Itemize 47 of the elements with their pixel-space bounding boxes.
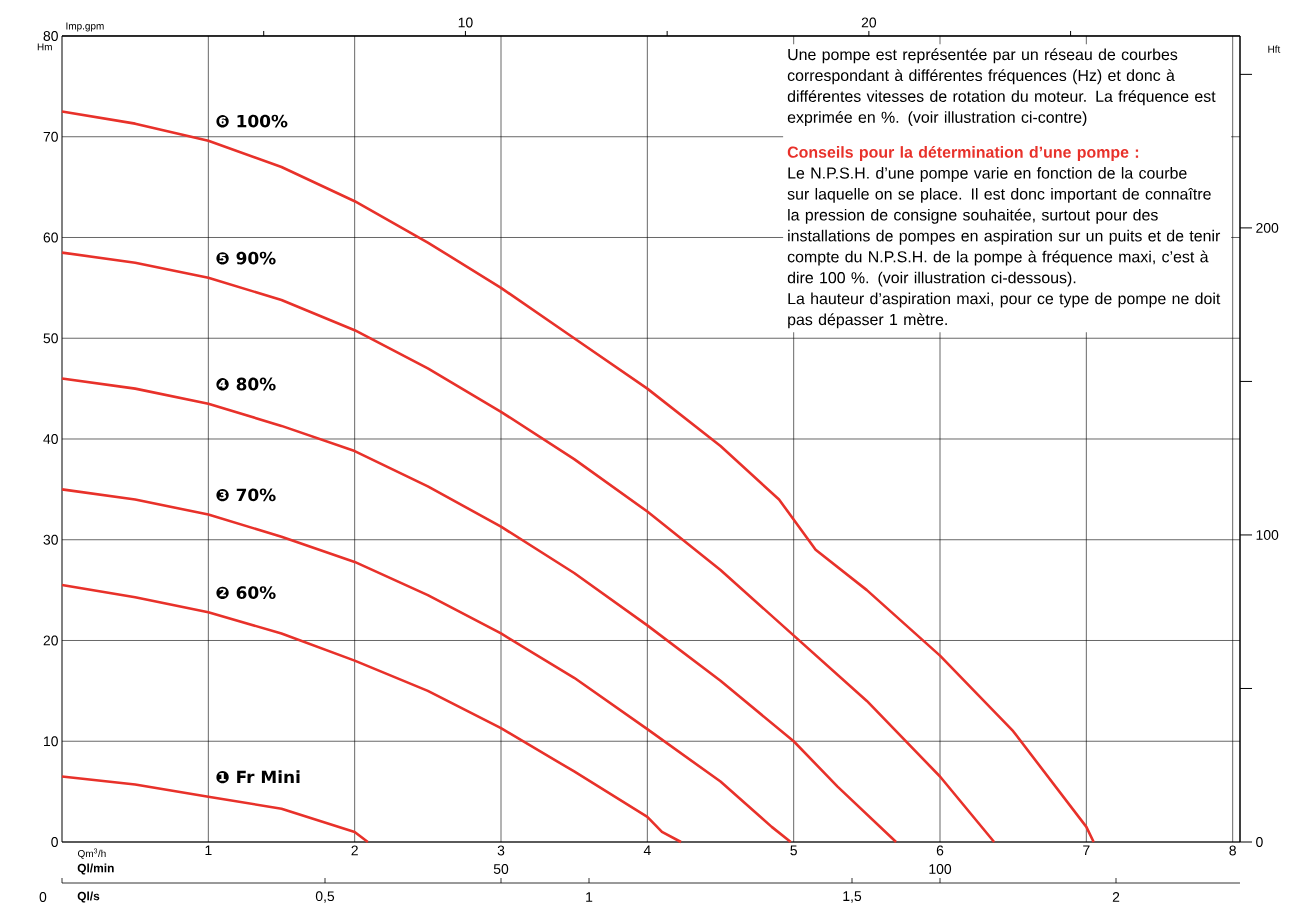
x2-tick-label: 10: [458, 17, 473, 28]
annotation: Conseils pour la détermination d’une pompe :: [787, 145, 1139, 161]
x-tick-label: 5: [790, 845, 797, 856]
annotation: Une pompe est représentée par un réseau de courbes correspondant à différentes fréquences (Hz) et donc à différentes vitesses de rotation du moteur. La fréquence est exprimée en %. (voir illustration ci-contre): [787, 48, 1216, 127]
y-tick-label: 30: [43, 534, 58, 545]
series-label: ❷ 60%: [216, 586, 276, 599]
text: 1: [586, 892, 593, 902]
series-label: ❹ 80%: [216, 377, 276, 391]
y-tick-label: 10: [44, 736, 58, 747]
y2-axis-title: Hft: [1268, 45, 1281, 53]
y-tick-label: 40: [43, 434, 58, 444]
y2-tick-label: 200: [1256, 222, 1279, 233]
line-series: [60, 377, 898, 844]
series-label: ❶ Fr Mini: [216, 770, 300, 784]
x-tick-label: 6: [936, 845, 944, 856]
x-tick-label: 7: [1083, 845, 1090, 856]
text: Ql/min: [77, 863, 114, 875]
y-tick-label: 20: [43, 635, 58, 646]
line-series: [60, 488, 793, 844]
y2-tick-label: 100: [1256, 530, 1279, 540]
text: 1,5: [843, 891, 862, 903]
text: Ql/s: [77, 891, 100, 903]
x-tick-label: 2: [351, 845, 358, 856]
x-tick-label: 4: [643, 845, 651, 856]
line-series: [60, 583, 683, 844]
y-tick-label: 0: [51, 837, 58, 847]
x-axis-title: Qm$^{3}$/h: [77, 848, 106, 859]
x-tick-label: 3: [497, 845, 505, 856]
annotation: La hauteur d’aspiration maxi, pour ce type de pompe ne doit pas dépasser 1 mètre.: [788, 292, 1221, 329]
text: 100: [929, 864, 952, 874]
y-tick-label: 50: [43, 333, 58, 344]
y-tick-label: 70: [43, 131, 58, 142]
text: 0,5: [315, 891, 335, 903]
y-tick-label: 60: [43, 232, 58, 243]
x2-axis-title: Imp.gpm: [66, 22, 104, 32]
x2-tick-label: 20: [861, 17, 877, 28]
series-label: ❸ 70%: [216, 488, 276, 502]
y-axis-title: Hm: [37, 43, 52, 51]
annotation: Le N.P.S.H. d’une pompe varie en fonction de la courbe sur laquelle on se place. Il est donc important de connaître la pression de consigne souhaitée, surtout pour des installations de pompes en aspiration sur un puits et de tenir compte du N.P.S.H. de la pompe à fréquence maxi, c’est à dire 100 %. (voir illustration ci-dessous).: [787, 167, 1221, 287]
x-tick-label: 8: [1229, 845, 1236, 856]
text: 2: [1112, 892, 1120, 902]
text: 50: [493, 864, 509, 874]
y2-tick-label: 0: [1256, 837, 1263, 847]
series-label: ❻ 100%: [216, 114, 288, 128]
x-tick-label: 1: [205, 845, 212, 856]
series-label: ❺ 90%: [216, 251, 276, 265]
y-tick-label: 80: [43, 31, 58, 41]
